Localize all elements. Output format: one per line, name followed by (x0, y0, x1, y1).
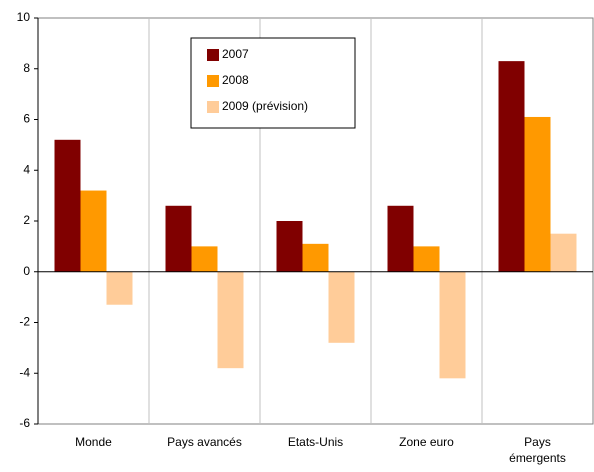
legend-swatch (207, 101, 219, 113)
x-tick-label: Etats-Unis (287, 435, 344, 449)
x-tick-label: Monde (75, 435, 112, 449)
legend-label: 2007 (222, 47, 249, 61)
y-tick-label: 10 (17, 10, 31, 24)
y-tick-label: -6 (19, 416, 30, 430)
legend-swatch (207, 75, 219, 87)
y-tick-label: -2 (19, 315, 30, 329)
bar (328, 271, 355, 343)
bar (54, 139, 81, 272)
x-tick-label: Zone euro (399, 435, 454, 449)
bar (498, 61, 525, 272)
y-tick-label: 2 (23, 213, 30, 227)
legend-swatch (207, 49, 219, 61)
bar (276, 221, 303, 272)
x-tick-label: Pays émergents (509, 435, 566, 465)
bar (80, 190, 107, 272)
bar (524, 116, 551, 272)
y-tick-label: 8 (23, 61, 30, 75)
bar (550, 233, 577, 272)
y-tick-label: -4 (19, 365, 30, 379)
y-tick-label: 0 (23, 264, 30, 278)
legend-label: 2008 (222, 73, 249, 87)
legend-label: 2009 (prévision) (222, 99, 308, 113)
bar (217, 271, 244, 369)
bar (165, 205, 192, 272)
bar (413, 246, 440, 272)
y-tick-label: 6 (23, 112, 30, 126)
bar (302, 243, 329, 272)
bar (106, 271, 133, 305)
bar (387, 205, 414, 272)
x-tick-label: Pays avancés (167, 435, 242, 449)
y-tick-label: 4 (23, 162, 30, 176)
bar (439, 271, 466, 379)
bar (191, 246, 218, 272)
